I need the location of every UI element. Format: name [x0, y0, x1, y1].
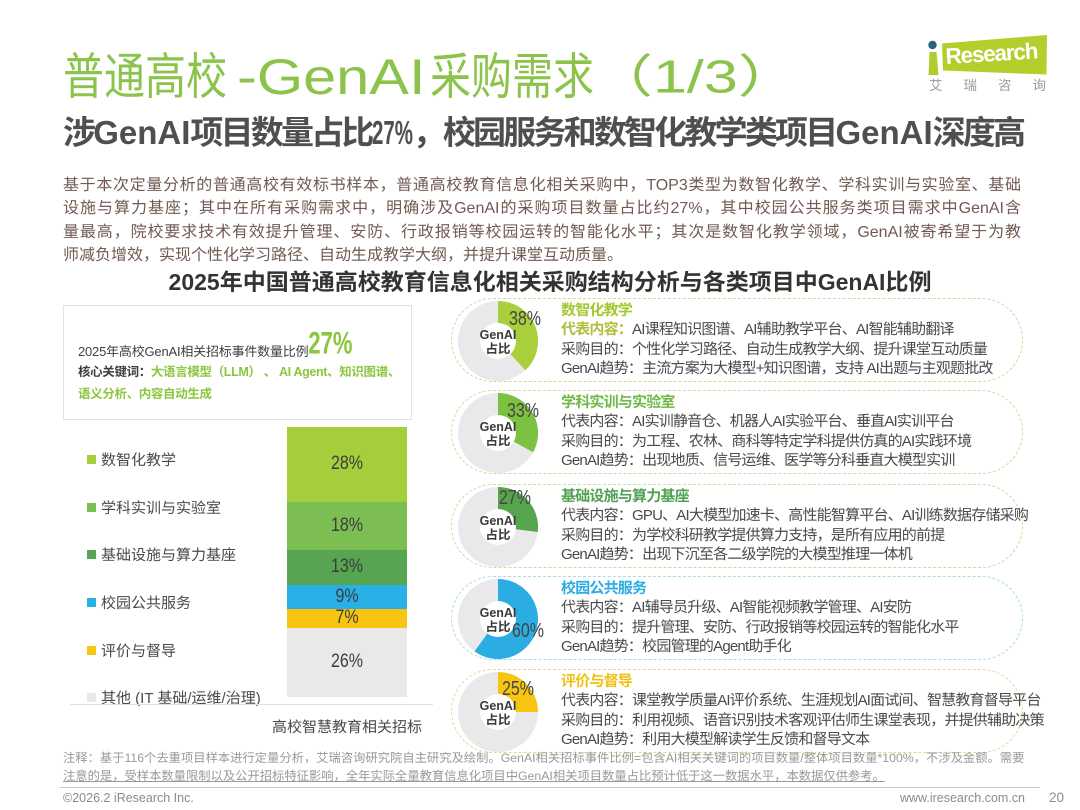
svg-text:Research: Research — [945, 38, 1039, 69]
svg-text:艾瑞咨询: 艾瑞咨询 — [929, 74, 1060, 94]
